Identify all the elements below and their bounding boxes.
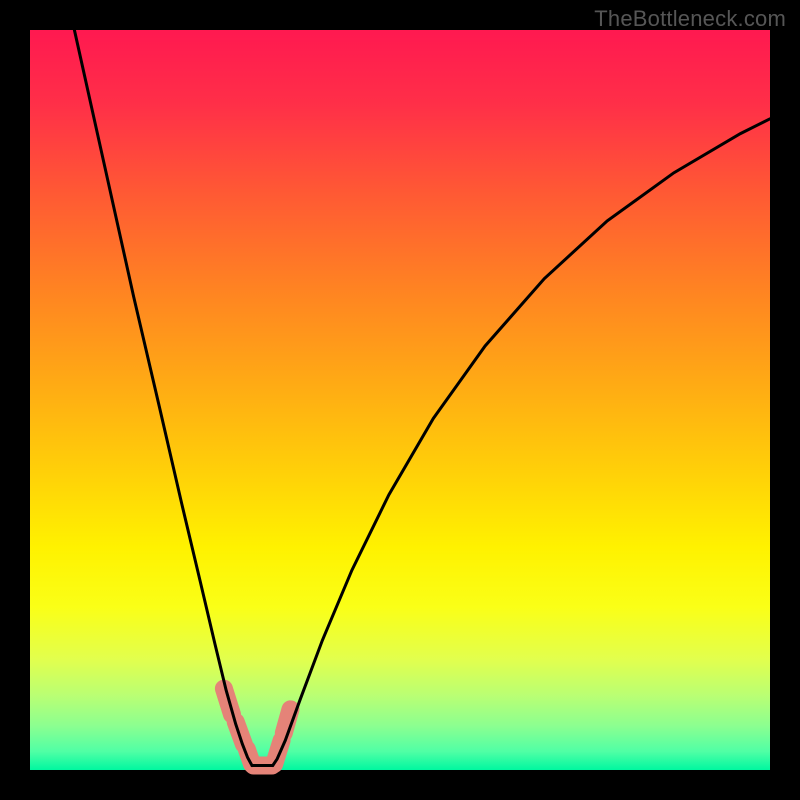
bottleneck-chart	[0, 0, 800, 800]
chart-container: TheBottleneck.com	[0, 0, 800, 800]
watermark-text: TheBottleneck.com	[594, 6, 786, 32]
gradient-panel	[30, 30, 770, 770]
